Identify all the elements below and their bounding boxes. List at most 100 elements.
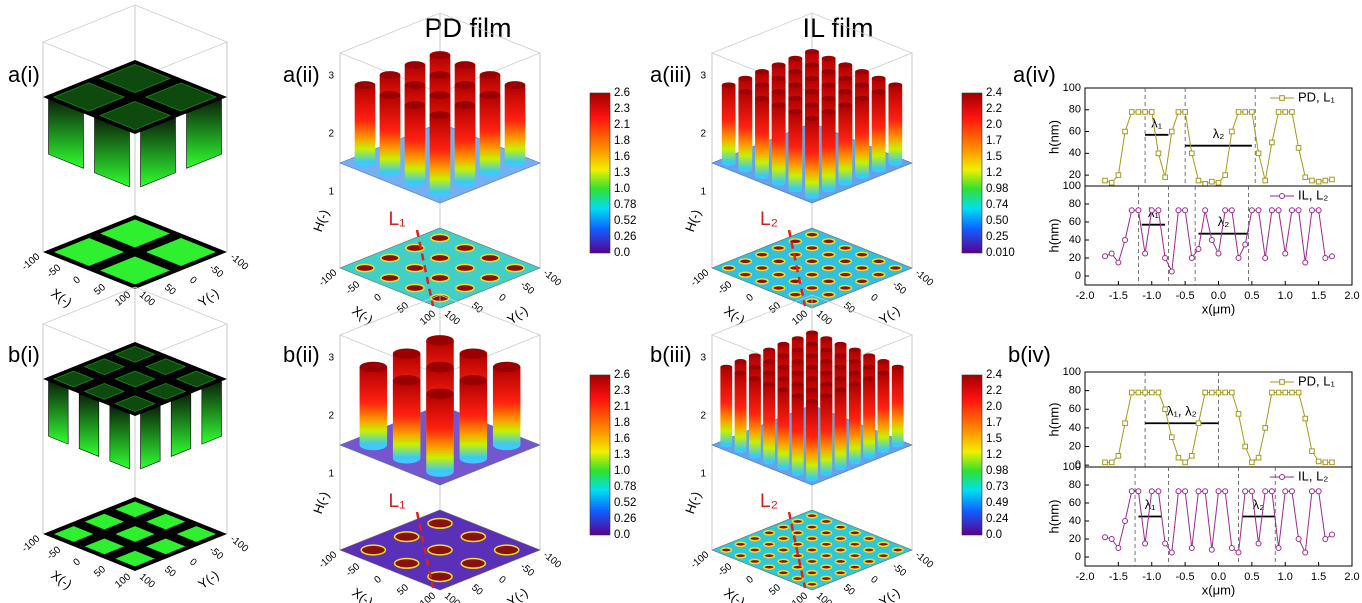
- pillar-top: [777, 341, 790, 347]
- pad: [115, 526, 155, 542]
- pillar-top: [820, 336, 833, 341]
- base-spot: [848, 541, 861, 548]
- colorbar-label: 2.4: [986, 87, 1003, 99]
- cut-label: L₁: [389, 491, 406, 512]
- pillar-top: [848, 370, 861, 375]
- pillar-top: [805, 49, 819, 55]
- marker: [1182, 207, 1189, 214]
- pillar: [392, 380, 421, 459]
- base-spot: [393, 531, 420, 543]
- pillar-top: [721, 82, 736, 88]
- y-tick-label: 50: [162, 564, 178, 580]
- colorbar: [589, 374, 611, 536]
- slab: [43, 60, 227, 134]
- pillar-top: [755, 82, 769, 88]
- marker: [1209, 389, 1215, 396]
- base-spot: [748, 558, 761, 565]
- base-spot: [820, 530, 833, 536]
- pillar-top: [734, 370, 747, 375]
- marker: [1268, 207, 1275, 214]
- pillar-top: [392, 348, 421, 359]
- pillar-top: [426, 361, 454, 373]
- x-tick-label: -50: [45, 544, 63, 562]
- x-axis-label: X(-): [721, 303, 747, 328]
- colorbar-label: 2.2: [986, 103, 1002, 115]
- h-tick-label: 2: [700, 129, 706, 140]
- base-spot: [755, 251, 769, 258]
- base-spot: [493, 544, 520, 556]
- wall: [78, 393, 100, 457]
- pillar-top: [720, 364, 733, 370]
- marker: [1122, 420, 1128, 427]
- y-tick-label: -50: [207, 544, 225, 562]
- cut-label: L₂: [760, 491, 778, 512]
- pillar: [479, 95, 501, 173]
- colorbar-label: 0.0: [614, 529, 630, 541]
- pillar-top: [788, 82, 803, 88]
- pillar-top: [777, 376, 790, 381]
- marker: [1202, 389, 1208, 396]
- pad: [176, 526, 216, 542]
- marker: [1262, 425, 1269, 431]
- base-spot: [820, 552, 833, 559]
- marker: [1182, 459, 1188, 466]
- base-spot: [480, 253, 500, 263]
- base-spot: [855, 264, 869, 272]
- x-tick-label: 0: [71, 556, 83, 568]
- y-tick-label: 50: [841, 300, 857, 316]
- colorbar-label: 0.98: [986, 183, 1008, 195]
- marker: [1322, 177, 1329, 184]
- pillar: [404, 105, 426, 183]
- marker: [1329, 459, 1335, 466]
- pillar-top: [838, 89, 853, 95]
- pillar-top: [771, 102, 786, 108]
- panel-label: a(i): [8, 62, 40, 87]
- pillar-top: [863, 376, 876, 381]
- marker: [1195, 177, 1202, 184]
- base-spot: [848, 530, 861, 536]
- marker: [1262, 177, 1269, 184]
- pillar-top: [838, 102, 853, 108]
- panel-label: b(i): [8, 342, 40, 367]
- marker: [1108, 179, 1115, 186]
- pillar: [354, 85, 376, 163]
- pillar: [871, 91, 886, 170]
- base-spot: [806, 547, 818, 553]
- pillar: [504, 85, 526, 163]
- pillar-top: [763, 370, 776, 375]
- pillar-top: [820, 370, 833, 375]
- marker: [1215, 488, 1222, 495]
- colorbar-label: 0.98: [986, 465, 1008, 477]
- pillar-top: [738, 89, 753, 95]
- marker: [1148, 109, 1155, 115]
- marker: [1315, 178, 1322, 185]
- marker: [1168, 434, 1175, 440]
- cut-line: [787, 511, 807, 589]
- legend-label: IL, L₂: [1298, 187, 1328, 202]
- x-tick-label: 100: [790, 590, 810, 603]
- pillar-top: [454, 101, 476, 109]
- colorbar-label: 1.3: [614, 167, 630, 179]
- y-tick-label: 100: [814, 309, 834, 328]
- pillar-top: [429, 71, 451, 79]
- marker: [1142, 250, 1149, 257]
- cell: [114, 370, 156, 388]
- marker: [1289, 389, 1295, 396]
- pillar: [888, 85, 903, 163]
- marker: [1202, 181, 1208, 187]
- y-tick-label: 0: [187, 557, 199, 569]
- header: IL film: [802, 13, 873, 43]
- marker: [1188, 255, 1195, 261]
- y-axis-label: Y(-): [504, 303, 530, 328]
- x-tick-label: -1.0: [1142, 290, 1161, 302]
- marker: [1162, 255, 1169, 261]
- pillar: [734, 372, 747, 451]
- y-tick-label: -50: [890, 561, 908, 579]
- y-tick-label: -100: [228, 533, 251, 555]
- pillar-top: [848, 359, 861, 364]
- marker: [1155, 389, 1162, 396]
- marker: [1115, 453, 1122, 459]
- colorbar: [961, 92, 983, 254]
- cell: [144, 383, 187, 400]
- base-spot: [838, 258, 853, 265]
